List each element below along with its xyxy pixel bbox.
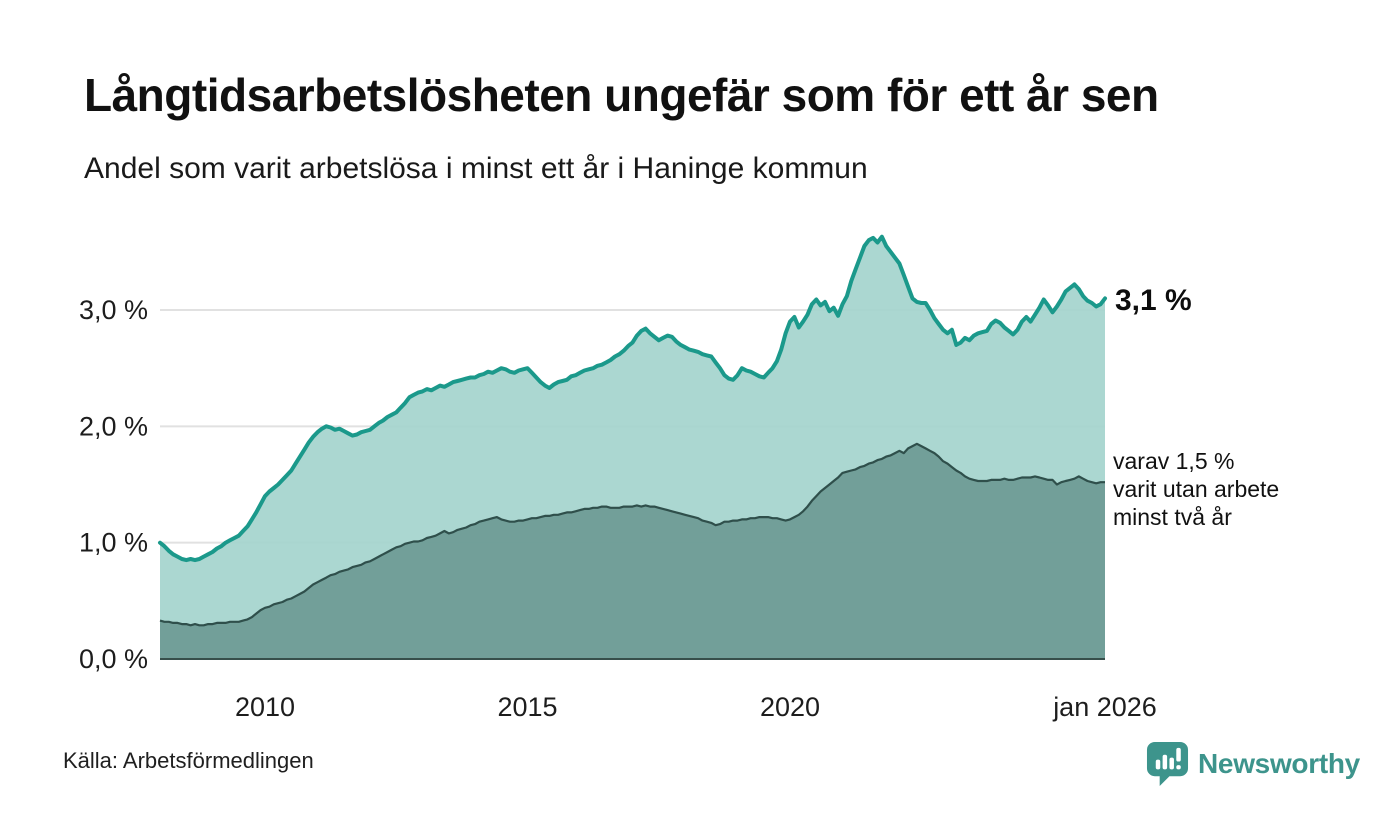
two-year-annotation-line3: minst två år [1113, 504, 1232, 530]
chart-title: Långtidsarbetslösheten ungefär som för e… [84, 69, 1159, 121]
newsworthy-icon [1146, 742, 1189, 786]
latest-value-label: 3,1 % [1115, 284, 1192, 317]
area-two-year [160, 443, 1105, 659]
chart-subtitle: Andel som varit arbetslösa i minst ett å… [84, 152, 868, 185]
newsworthy-wordmark: Newsworthy [1198, 747, 1360, 779]
bar-3 [1169, 757, 1174, 770]
newsworthy-logo: Newsworthy [1146, 741, 1360, 786]
y-tick-label: 3,0 % [79, 295, 148, 325]
exclamation-dot [1176, 765, 1181, 770]
two-year-annotation: varav 1,5 % varit utan arbete minst två … [1113, 447, 1279, 531]
x-tick-label: 2020 [760, 692, 820, 722]
source-note: Källa: Arbetsförmedlingen [63, 748, 314, 773]
speech-bubble-shape [1146, 742, 1189, 786]
x-tick-label: jan 2026 [1052, 692, 1157, 722]
y-tick-label: 1,0 % [79, 528, 148, 558]
x-tick-label: 2015 [497, 692, 557, 722]
two-year-annotation-line2: varit utan arbete [1113, 476, 1280, 502]
bar-2 [1162, 754, 1168, 770]
two-year-annotation-line1: varav 1,5 % [1113, 448, 1235, 474]
line-total [158, 234, 1107, 563]
bar-1 [1155, 759, 1161, 770]
y-tick-label: 0,0 % [79, 644, 148, 674]
y-tick-label: 2,0 % [79, 411, 148, 441]
exclamation-bar [1176, 747, 1181, 762]
x-tick-label: 2010 [235, 692, 295, 722]
line-two-year [159, 442, 1105, 627]
